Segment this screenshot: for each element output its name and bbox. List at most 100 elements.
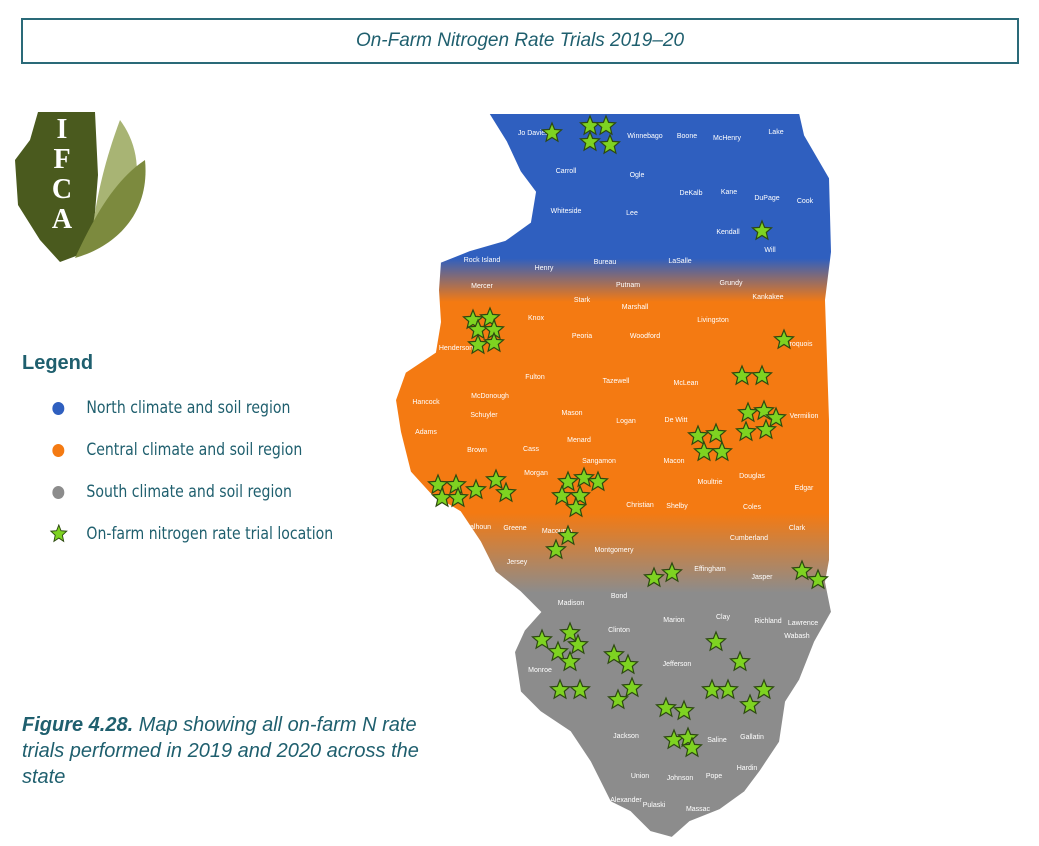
county-label: Morgan bbox=[524, 470, 548, 477]
county-label: Clinton bbox=[608, 627, 630, 634]
county-label: Lee bbox=[626, 210, 638, 217]
caption-text: Map showing all on-farm N rate trials pe… bbox=[22, 714, 419, 788]
trial-location bbox=[547, 640, 569, 662]
trial-location bbox=[807, 568, 829, 590]
trial-location bbox=[557, 470, 579, 492]
county-label: LaSalle bbox=[668, 258, 691, 265]
trial-location bbox=[687, 424, 709, 446]
county-label: Henry bbox=[535, 265, 554, 272]
county-label: Sangamon bbox=[582, 458, 616, 465]
county-label: McHenry bbox=[713, 135, 742, 142]
county-label: Cass bbox=[523, 446, 539, 453]
trial-location bbox=[661, 561, 683, 583]
legend-item: North climate and soil region bbox=[22, 387, 333, 429]
county-label: Saline bbox=[707, 737, 727, 744]
trial-location bbox=[603, 643, 625, 665]
trial-location bbox=[447, 486, 469, 508]
trial-location bbox=[545, 538, 567, 560]
county-label: Clay bbox=[716, 614, 731, 621]
county-label: Marshall bbox=[622, 304, 649, 311]
county-label: Adams bbox=[415, 429, 437, 436]
county-label: Fulton bbox=[525, 374, 545, 381]
county-label: Jasper bbox=[751, 574, 773, 581]
county-label: Iroquois bbox=[788, 341, 813, 348]
trial-location bbox=[595, 114, 617, 136]
trial-location bbox=[599, 133, 621, 155]
trial-location bbox=[465, 478, 487, 500]
county-label: Edgar bbox=[795, 485, 814, 492]
trial-location bbox=[755, 418, 777, 440]
trial-location bbox=[739, 693, 761, 715]
county-label: Christian bbox=[626, 502, 654, 509]
legend-swatch bbox=[49, 524, 68, 543]
county-label: Macon bbox=[663, 458, 684, 465]
legend-swatch bbox=[52, 485, 65, 499]
county-label: Moultrie bbox=[698, 479, 723, 486]
logo-leaf bbox=[75, 160, 146, 258]
trial-location bbox=[579, 130, 601, 152]
legend-item: On-farm nitrogen rate trial location bbox=[22, 513, 333, 555]
legend-title: Legend bbox=[22, 352, 94, 374]
header-title: On-Farm Nitrogen Rate Trials 2019–20 bbox=[21, 18, 1019, 64]
county-label: Union bbox=[631, 773, 649, 780]
county-label: Henderson bbox=[439, 345, 473, 352]
county-label: Grundy bbox=[720, 280, 743, 287]
legend-label: South climate and soil region bbox=[86, 482, 292, 502]
county-label: Macoupin bbox=[542, 528, 572, 535]
trial-location bbox=[445, 473, 467, 495]
county-label: Stark bbox=[574, 297, 591, 304]
trial-location bbox=[587, 470, 609, 492]
star-icon bbox=[49, 524, 68, 543]
trial-location bbox=[617, 653, 639, 675]
county-label: Logan bbox=[616, 418, 636, 425]
county-label: Alexander bbox=[610, 797, 642, 804]
logo-letter: I bbox=[57, 114, 68, 145]
county-label: De Witt bbox=[665, 417, 688, 424]
county-label: Gallatin bbox=[740, 734, 764, 741]
county-label: Carroll bbox=[556, 168, 577, 175]
county-label: DuPage bbox=[754, 195, 779, 202]
trial-location bbox=[705, 630, 727, 652]
county-label: Lake bbox=[768, 129, 783, 136]
illinois-outline bbox=[393, 112, 834, 840]
county-label: Whiteside bbox=[551, 208, 582, 215]
trial-location bbox=[705, 422, 727, 444]
county-label: Jersey bbox=[507, 559, 528, 566]
county-label: Calhoun bbox=[465, 524, 491, 531]
county-label: Madison bbox=[558, 600, 585, 607]
trial-location bbox=[621, 676, 643, 698]
legend-label: North climate and soil region bbox=[86, 398, 291, 418]
logo-letter: F bbox=[53, 144, 70, 175]
trial-location bbox=[681, 736, 703, 758]
county-label: Tazewell bbox=[603, 378, 630, 385]
county-label: Vermilion bbox=[790, 413, 819, 420]
county-label: Montgomery bbox=[595, 547, 634, 554]
trial-location bbox=[655, 696, 677, 718]
trial-location bbox=[729, 650, 751, 672]
county-label: Massac bbox=[686, 806, 711, 813]
county-label: Mason bbox=[561, 410, 582, 417]
county-label: Winnebago bbox=[627, 133, 663, 140]
legend-swatch bbox=[52, 401, 65, 415]
county-label: Knox bbox=[528, 315, 544, 322]
county-label: Lawrence bbox=[788, 620, 818, 627]
trial-location bbox=[485, 468, 507, 490]
county-label: Greene bbox=[503, 525, 526, 532]
county-label: Brown bbox=[467, 447, 487, 454]
trial-location bbox=[559, 650, 581, 672]
trial-location bbox=[751, 364, 773, 386]
logo-state bbox=[15, 112, 98, 262]
county-label: McDonough bbox=[471, 393, 509, 400]
county-label: Will bbox=[764, 247, 776, 254]
trial-location bbox=[673, 699, 695, 721]
county-label: Hancock bbox=[412, 399, 440, 406]
trial-location bbox=[737, 401, 759, 423]
trial-location bbox=[735, 420, 757, 442]
trial-location bbox=[483, 331, 505, 353]
county-label: McLean bbox=[674, 380, 699, 387]
trial-location bbox=[791, 559, 813, 581]
trial-location bbox=[565, 496, 587, 518]
trial-location bbox=[569, 678, 591, 700]
trial-location bbox=[573, 466, 595, 488]
